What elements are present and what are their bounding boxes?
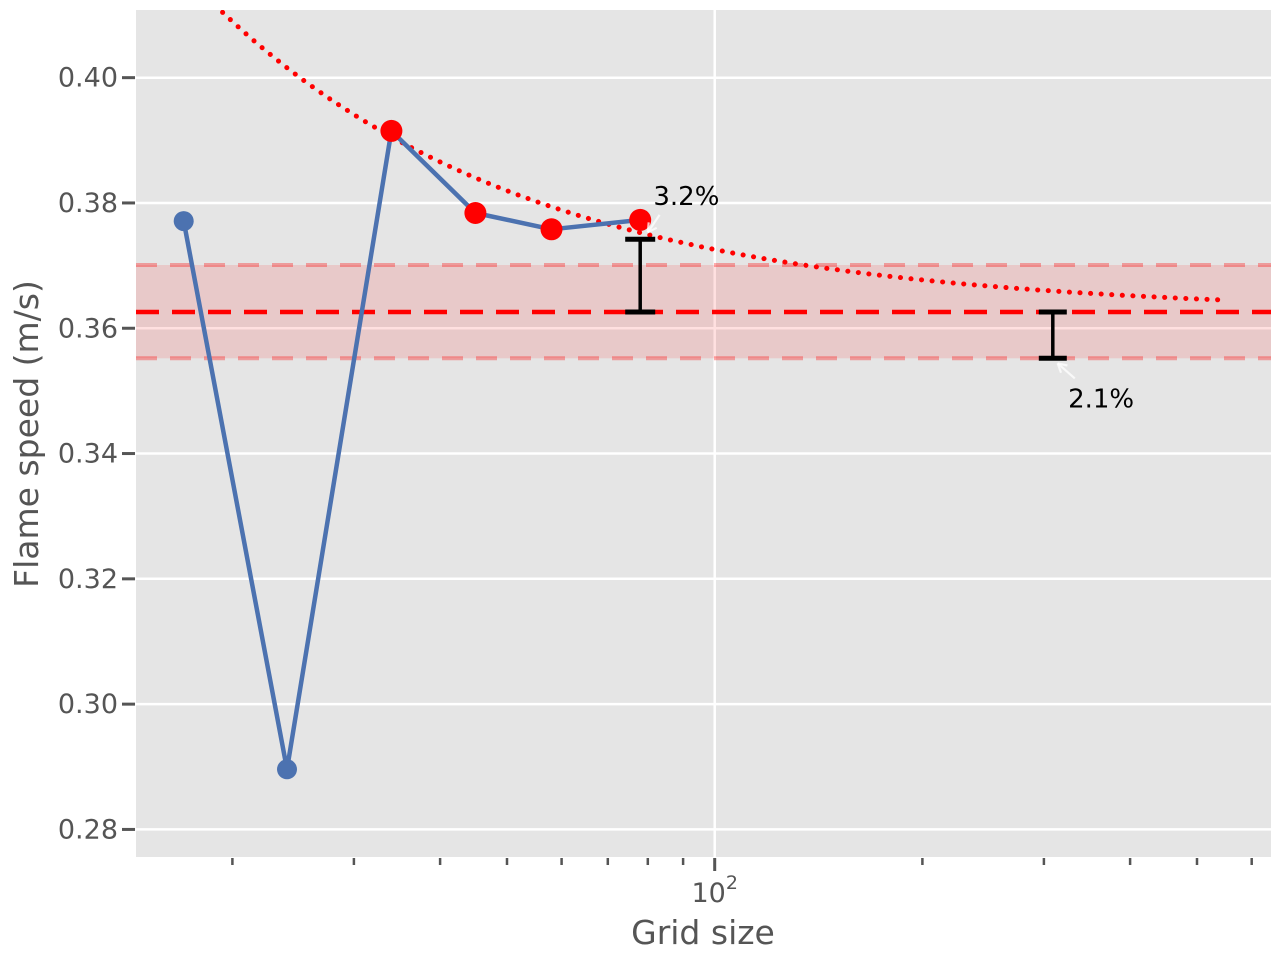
chart-painted-layers: 0.40 0.38 0.36 0.34 0.32 0.30 0.28 102 3.2% 2.1%	[58, 10, 1271, 909]
annotation-label: 3.2%	[653, 182, 719, 212]
y-tick-label: 0.30	[58, 689, 118, 720]
flame-speed-point	[277, 759, 297, 780]
refined-point	[380, 119, 403, 142]
gridlines	[136, 10, 1271, 857]
annotations: 3.2% 2.1%	[646, 182, 1134, 414]
flame-speed-line	[181, 128, 641, 772]
plot-background	[136, 10, 1271, 857]
y-tick-label: 0.34	[58, 439, 118, 470]
refined-point	[464, 202, 487, 224]
y-tick-label: 0.28	[58, 814, 118, 845]
y-tick-label: 0.36	[58, 313, 118, 344]
x-tick-label: 102	[691, 872, 737, 909]
y-axis-label: Flame speed (m/s)	[7, 280, 46, 588]
refined-points	[380, 119, 652, 241]
y-tick-label: 0.40	[58, 63, 118, 94]
annotation-arrow	[1056, 362, 1076, 380]
error-bars	[625, 236, 1067, 361]
refined-point	[540, 218, 563, 241]
flame-speed-point	[173, 211, 194, 232]
plot-area	[136, 10, 1271, 857]
y-tick-label: 0.38	[58, 188, 118, 219]
annotation-arrow	[646, 214, 661, 234]
power-law-fit	[216, 10, 1223, 303]
refined-point	[629, 208, 652, 231]
annotation-label: 2.1%	[1068, 384, 1134, 414]
x-axis: 102	[231, 858, 1253, 909]
y-axis: 0.40 0.38 0.36 0.34 0.32 0.30 0.28	[58, 63, 135, 845]
uncertainty-band	[136, 263, 1271, 361]
fit-curve	[216, 10, 1223, 303]
x-axis-label: Grid size	[631, 913, 775, 952]
y-tick-label: 0.32	[58, 564, 118, 595]
uncertainty-band-fill	[136, 265, 1271, 359]
